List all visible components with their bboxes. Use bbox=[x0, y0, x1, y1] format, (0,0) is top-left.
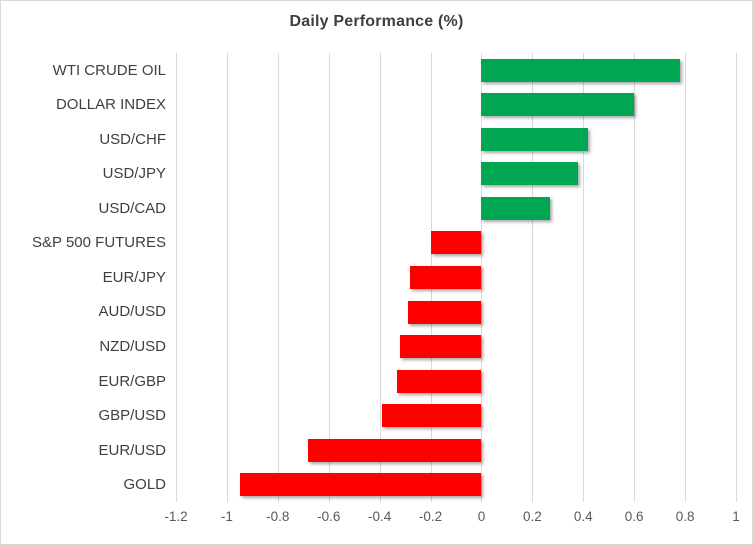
bar-gbp-usd bbox=[382, 404, 482, 428]
gridline bbox=[736, 53, 737, 502]
bar-usd-chf bbox=[481, 127, 589, 151]
category-label: GOLD bbox=[123, 476, 166, 494]
gridline bbox=[379, 53, 381, 502]
x-tick-label: 1 bbox=[732, 509, 740, 524]
bar-aud-usd bbox=[407, 300, 482, 324]
category-label: EUR/JPY bbox=[102, 268, 166, 286]
x-tick-label: 0.8 bbox=[675, 509, 695, 524]
bar-eur-gbp bbox=[397, 369, 482, 393]
category-label: AUD/USD bbox=[98, 303, 166, 321]
bar-s-p-500-futures bbox=[430, 231, 482, 255]
category-label: GBP/USD bbox=[98, 407, 166, 425]
bar-eur-jpy bbox=[410, 266, 482, 289]
category-label: NZD/USD bbox=[99, 338, 166, 356]
category-axis: WTI CRUDE OIL DOLLAR INDEX USD/CHF USD/JPY U… bbox=[1, 53, 166, 502]
bar-eur-usd bbox=[308, 438, 482, 462]
gridline bbox=[226, 53, 228, 502]
x-tick-label: 0.6 bbox=[624, 509, 644, 524]
x-tick-label: -1 bbox=[220, 509, 233, 524]
x-tick-label: -0.4 bbox=[367, 509, 392, 524]
bar-usd-cad bbox=[481, 196, 551, 220]
x-tick-label: -1.2 bbox=[164, 509, 188, 524]
gridline bbox=[532, 53, 534, 502]
gridline bbox=[634, 53, 636, 502]
x-tick-label: -0.8 bbox=[266, 509, 290, 524]
gridline bbox=[481, 53, 483, 502]
category-label: WTI CRUDE OIL bbox=[52, 61, 166, 79]
gridline bbox=[583, 53, 585, 502]
x-tick-label: 0 bbox=[477, 509, 486, 524]
gridline bbox=[685, 53, 687, 502]
x-tick-label: 0.4 bbox=[573, 509, 593, 524]
bar-usd-jpy bbox=[481, 162, 579, 186]
gridline bbox=[328, 53, 330, 502]
plot-area bbox=[176, 53, 737, 502]
category-label: USD/JPY bbox=[102, 165, 166, 183]
category-label: S&P 500 FUTURES bbox=[32, 234, 166, 252]
bar-wti-crude-oil bbox=[481, 58, 680, 82]
x-tick-label: 0.2 bbox=[522, 509, 542, 524]
bar-nzd-usd bbox=[400, 335, 482, 359]
category-label: EUR/USD bbox=[98, 441, 166, 459]
x-tick-label: -0.2 bbox=[418, 509, 443, 524]
gridline bbox=[176, 53, 177, 502]
x-tick-label: -0.6 bbox=[317, 509, 341, 524]
value-axis: -1.2 -1 -0.8 -0.6 -0.4 -0.2 0 0.2 0.4 0.6 0.8 1 bbox=[1, 509, 752, 527]
bar-dollar-index bbox=[481, 93, 635, 117]
category-label: USD/CAD bbox=[98, 199, 166, 217]
bar-gold bbox=[239, 473, 482, 497]
category-label: EUR/GBP bbox=[98, 372, 166, 390]
chart-title: Daily Performance (%) bbox=[289, 13, 464, 30]
gridline bbox=[277, 53, 279, 502]
category-label: DOLLAR INDEX bbox=[55, 96, 166, 114]
category-label: USD/CHF bbox=[99, 130, 166, 148]
